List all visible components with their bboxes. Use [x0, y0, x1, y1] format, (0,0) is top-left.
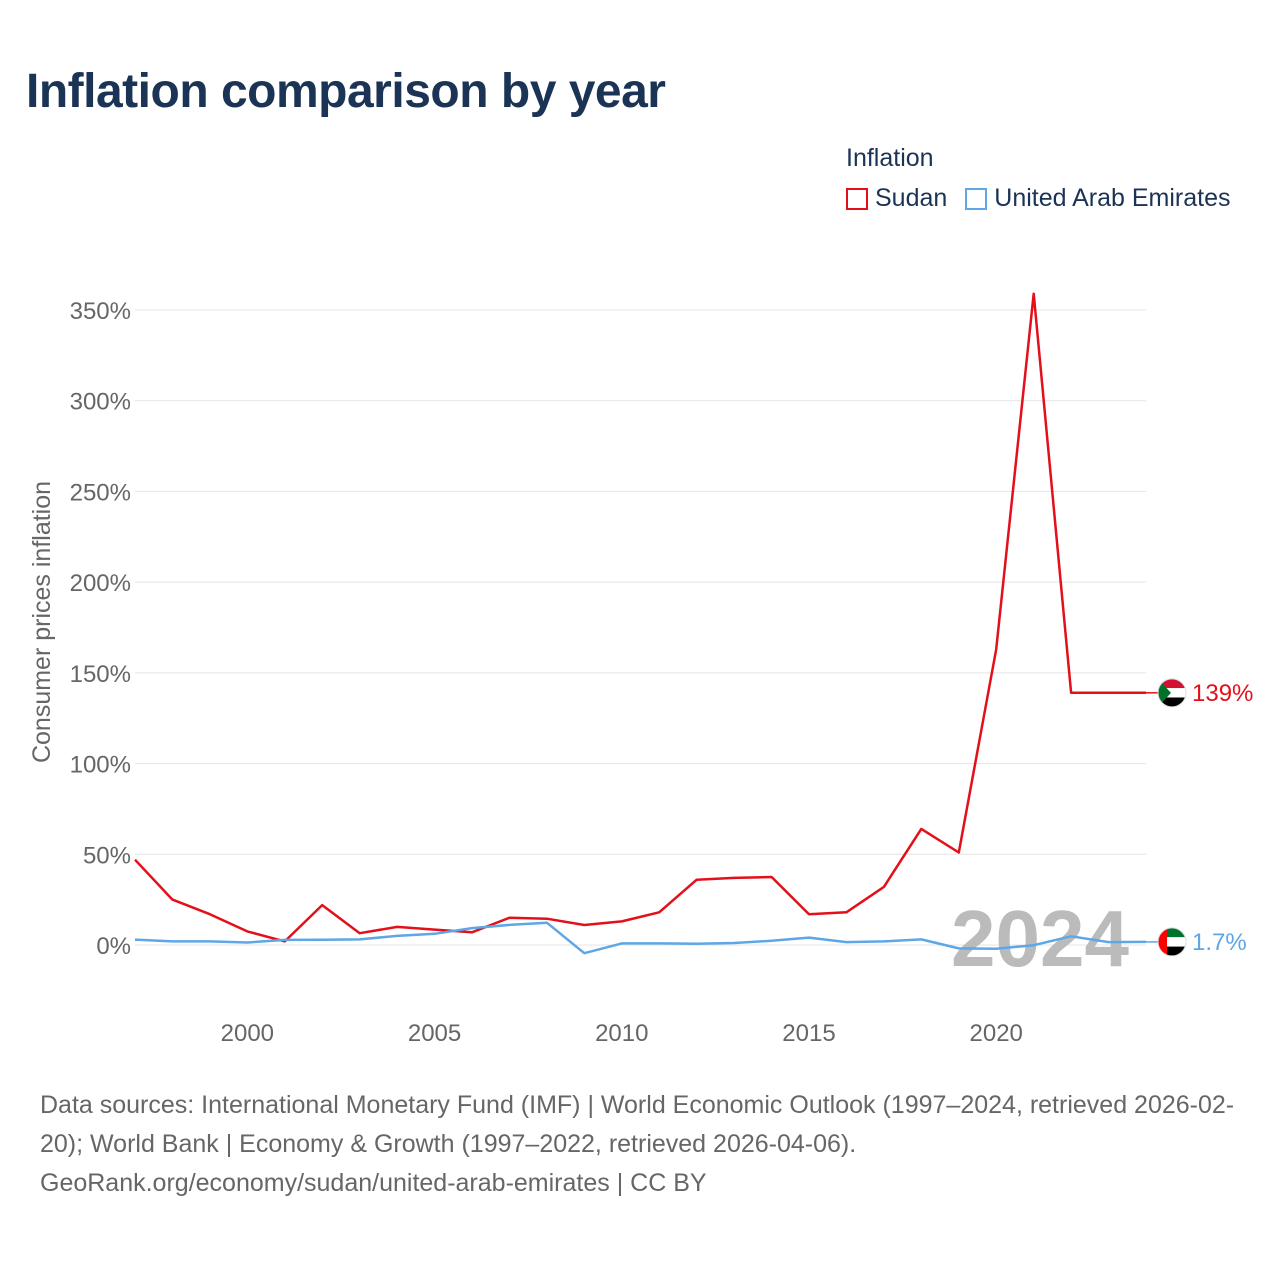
grid-lines	[135, 309, 1146, 946]
x-axis-ticks: 2000 2005 2010 2015 2020	[221, 1020, 1023, 1047]
sudan-flag-icon	[1158, 678, 1186, 707]
legend-label-sudan: Sudan	[875, 184, 948, 212]
series-line-uae	[134, 921, 1147, 955]
x-tick-label: 2020	[970, 1020, 1023, 1047]
line-chart: 0%50%100%150%200%250%300%350% 2000 2005 20…	[28, 292, 1253, 1047]
legend-swatch-uae	[965, 187, 988, 210]
footer-link[interactable]: GeoRank.org/economy/sudan/united-arab-em…	[40, 1169, 707, 1197]
footer-sources: Data sources: International Monetary Fun…	[40, 1091, 1235, 1158]
legend-label-uae: United Arab Emirates	[994, 184, 1231, 212]
legend-swatch-sudan	[846, 187, 868, 210]
chart-title: Inflation comparison by year	[26, 65, 666, 118]
y-tick-label: 150%	[70, 661, 131, 688]
x-tick-label: 2010	[595, 1020, 648, 1047]
y-tick-label: 350%	[70, 298, 131, 325]
y-tick-label: 250%	[70, 479, 131, 506]
uae-flag-icon	[1158, 927, 1186, 956]
series-line-sudan	[134, 292, 1146, 943]
legend: Sudan United Arab Emirates	[846, 184, 1249, 213]
y-axis-ticks: 0% 50% 100% 150% 200% 250% 300% 350%	[70, 298, 131, 960]
x-tick-label: 2000	[221, 1020, 274, 1047]
legend-title: Inflation	[846, 144, 934, 172]
legend-item-sudan[interactable]: Sudan	[846, 184, 947, 213]
end-value-label: 139%	[1192, 680, 1253, 707]
y-tick-label: 200%	[70, 570, 131, 597]
y-tick-label: 0%	[96, 933, 131, 960]
x-tick-label: 2005	[408, 1020, 461, 1047]
legend-item-uae[interactable]: United Arab Emirates	[965, 184, 1231, 213]
x-tick-label: 2015	[782, 1020, 835, 1047]
series-lines	[134, 292, 1147, 955]
y-tick-label: 100%	[70, 752, 131, 779]
y-tick-label: 300%	[70, 389, 131, 416]
end-value-label: 1.7%	[1192, 929, 1247, 956]
y-tick-label: 50%	[83, 842, 131, 869]
series-end-markers: 139% 1.7%	[1146, 678, 1253, 957]
year-watermark: 2024	[951, 894, 1129, 983]
footer: Data sources: International Monetary Fun…	[40, 1086, 1250, 1203]
y-axis-label: Consumer prices inflation	[28, 481, 56, 763]
